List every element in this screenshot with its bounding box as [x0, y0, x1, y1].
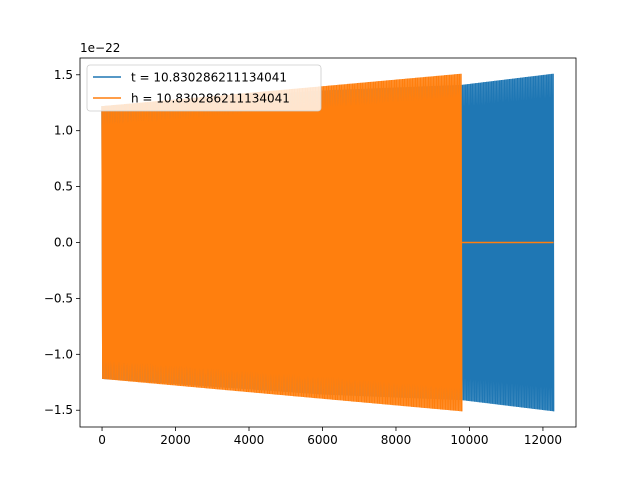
- y-tick-label: −1.0: [44, 347, 73, 361]
- y-tick-label: −1.5: [44, 403, 73, 417]
- y-offset-text: 1e−22: [80, 41, 120, 55]
- legend-label: t = 10.830286211134041: [131, 71, 287, 85]
- x-tick-label: 4000: [234, 433, 265, 447]
- plot-area: [101, 73, 555, 412]
- axes: 0 2000 4000 6000 8000 10000 12000 −1.5 −1.0 −0.5 0…: [44, 57, 577, 447]
- legend-box: [86, 64, 322, 112]
- series-h: [101, 73, 554, 412]
- x-tick-label: 2000: [160, 433, 191, 447]
- y-tick-label: 1.0: [54, 124, 73, 138]
- x-tick-label: 10000: [450, 433, 488, 447]
- y-tick-label: 0.0: [54, 236, 73, 250]
- x-tick-label: 0: [98, 433, 106, 447]
- y-tick-label: 1.5: [54, 68, 73, 82]
- legend-label: h = 10.830286211134041: [131, 92, 290, 106]
- x-tick-label: 6000: [307, 433, 338, 447]
- legend: t = 10.830286211134041 h = 10.83028621113…: [86, 64, 322, 112]
- y-tick-label: 0.5: [54, 180, 73, 194]
- series-line: [101, 73, 463, 412]
- x-tick-label: 8000: [381, 433, 412, 447]
- x-tick-label: 12000: [524, 433, 562, 447]
- y-tick-label: −0.5: [44, 291, 73, 305]
